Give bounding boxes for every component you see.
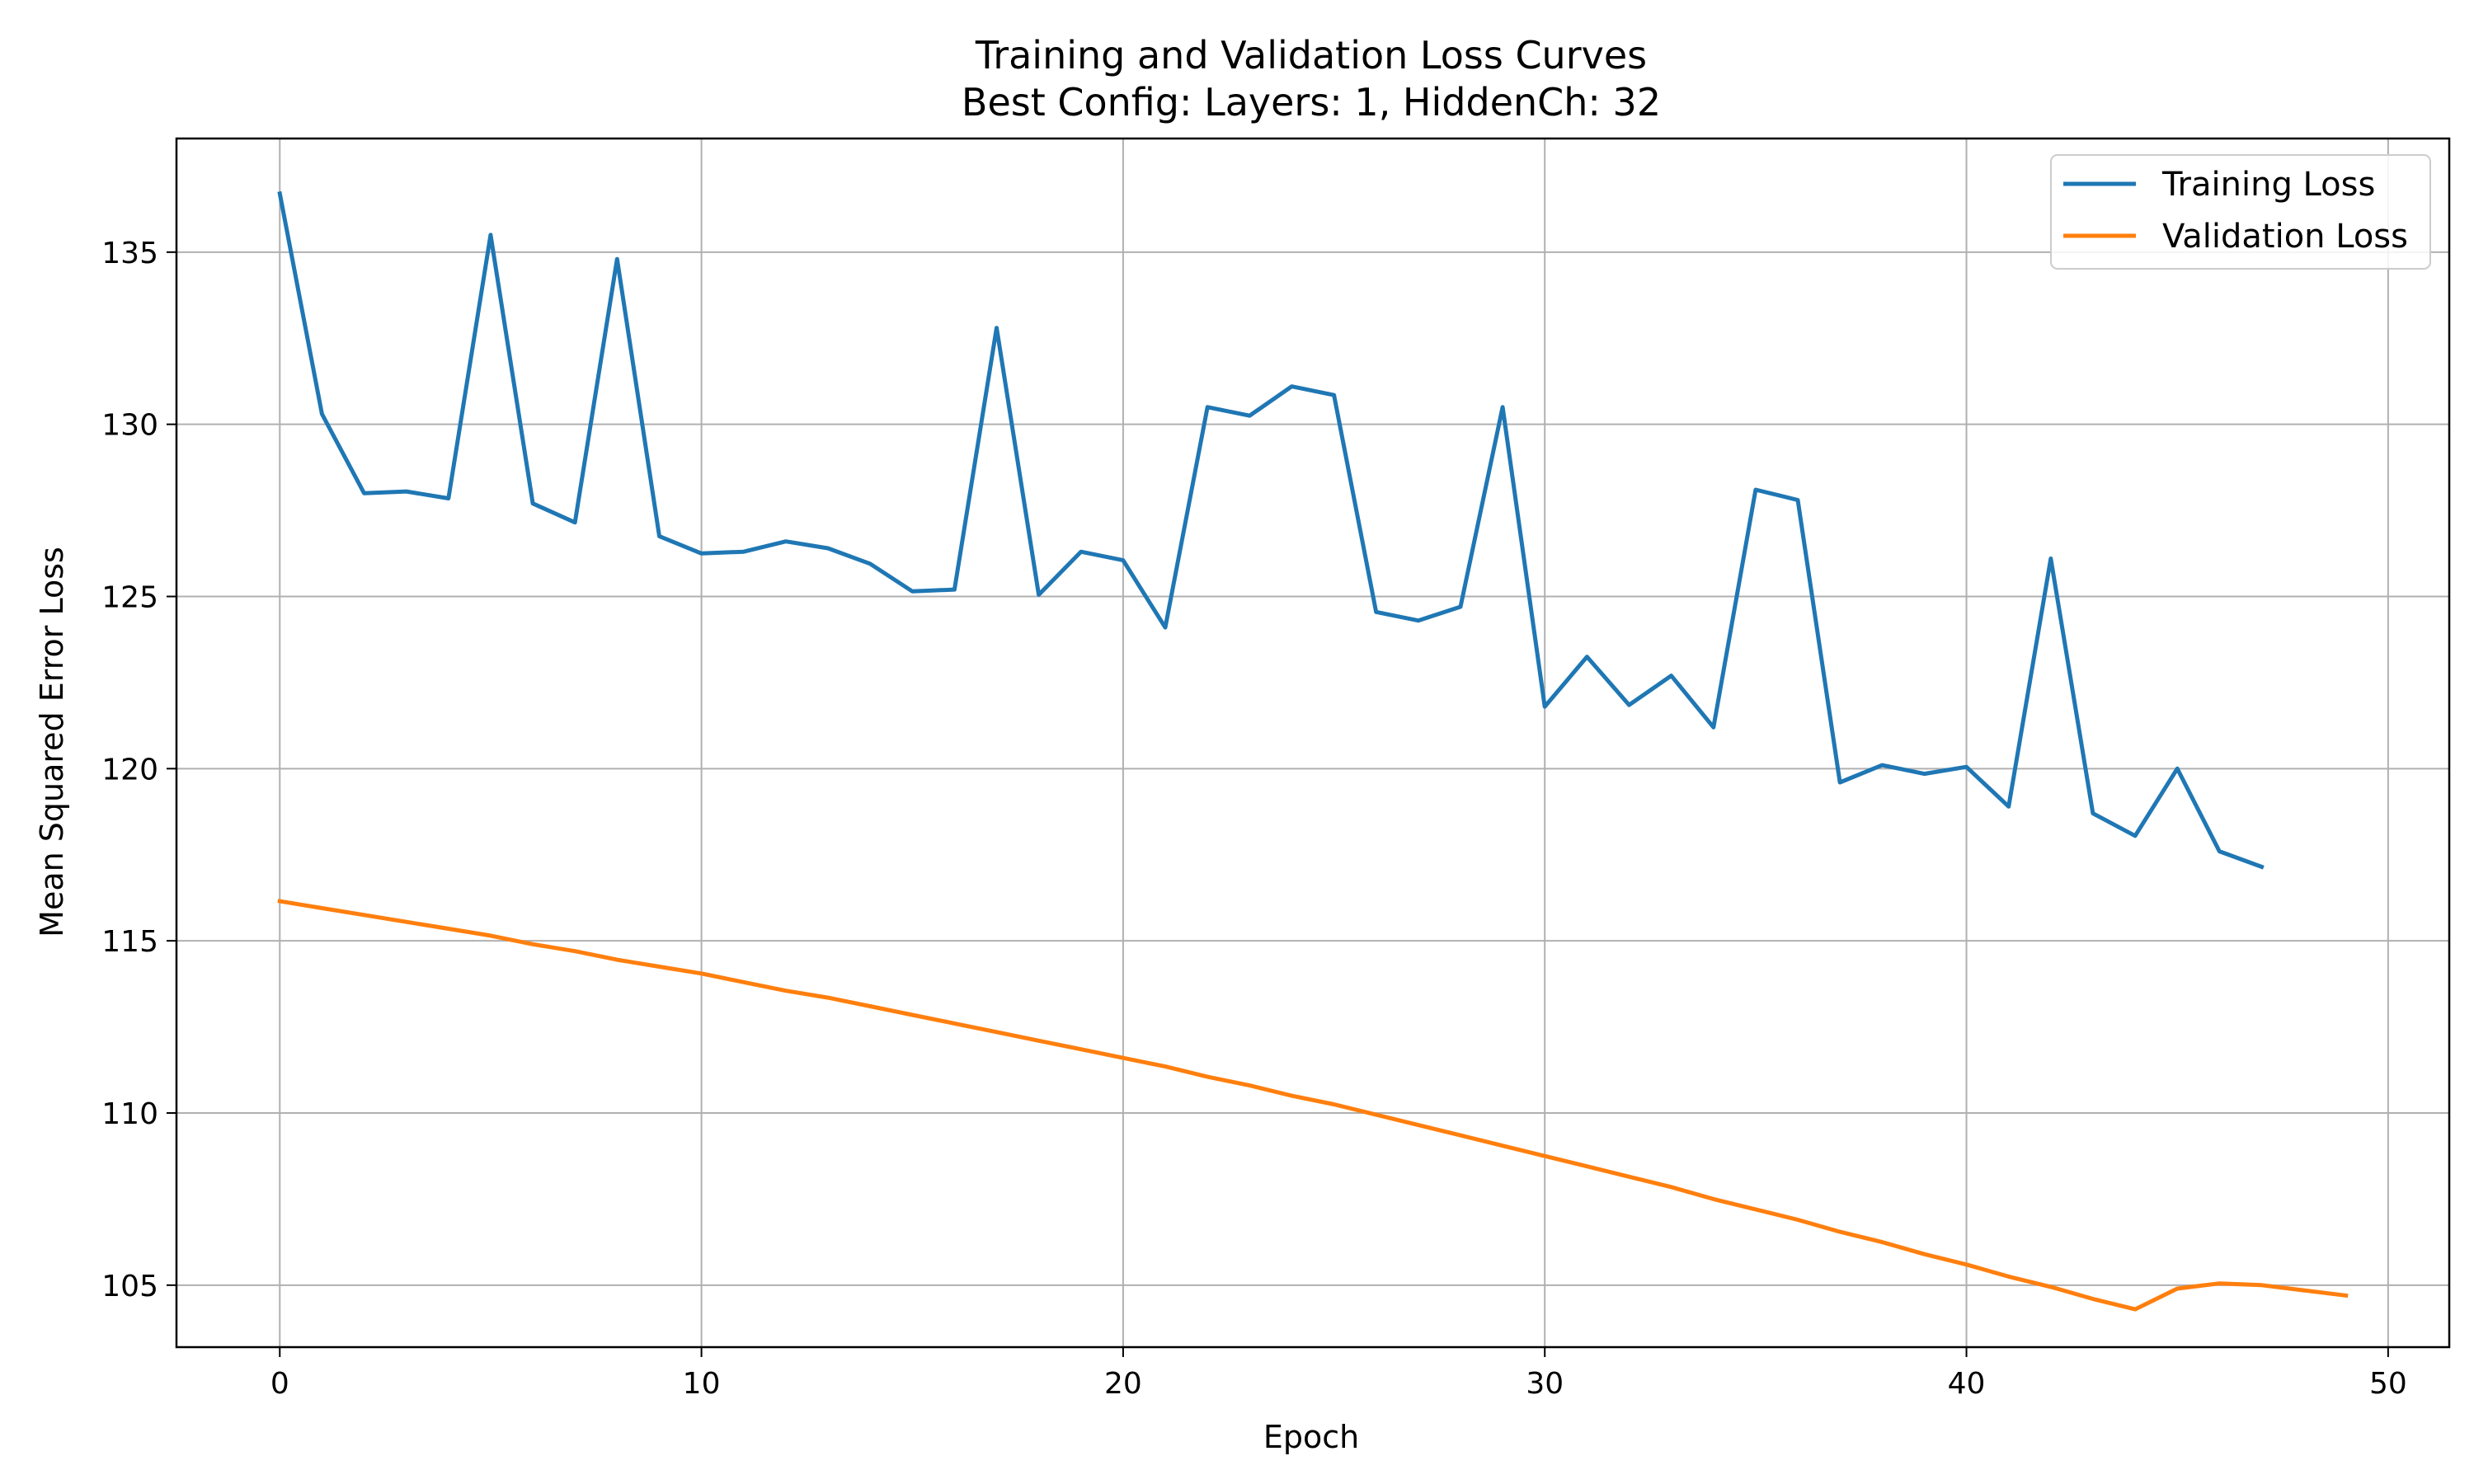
x-tick-label: 10 <box>683 1367 721 1401</box>
legend-label-training: Training Loss <box>2161 166 2375 204</box>
x-tick-label: 20 <box>1104 1367 1142 1401</box>
grid <box>176 139 2449 1347</box>
plot-area-frame <box>175 137 2451 1349</box>
series-line-validation-loss <box>277 899 2349 1312</box>
legend-label-validation: Validation Loss <box>2162 218 2408 256</box>
axis-ticks: 0 10 20 30 40 50 105 110 115 120 125 130 135 <box>101 237 2406 1401</box>
legend-box <box>2050 154 2431 270</box>
y-tick-label: 110 <box>101 1097 158 1131</box>
x-axis-label: Epoch <box>1263 1419 1359 1455</box>
y-tick-label: 120 <box>101 753 158 787</box>
series-lines <box>277 190 2349 1312</box>
y-tick-label: 130 <box>101 409 158 443</box>
y-tick-label: 105 <box>101 1270 158 1303</box>
y-tick-label: 115 <box>101 925 158 959</box>
x-tick-label: 30 <box>1526 1367 1564 1401</box>
y-tick-label: 135 <box>101 237 158 270</box>
legend: Training Loss Validation Loss <box>2050 154 2431 270</box>
x-tick-label: 50 <box>2369 1367 2407 1401</box>
x-tick-label: 0 <box>270 1367 289 1401</box>
y-axis-label: Mean Squared Error Loss <box>34 547 70 937</box>
y-tick-label: 125 <box>101 580 158 614</box>
chart-title: Training and Validation Loss Curves <box>975 33 1647 77</box>
x-tick-label: 40 <box>1948 1367 1986 1401</box>
chart-subtitle: Best Config: Layers: 1, HiddenCh: 32 <box>962 80 1661 124</box>
series-line-training-loss <box>277 190 2265 870</box>
